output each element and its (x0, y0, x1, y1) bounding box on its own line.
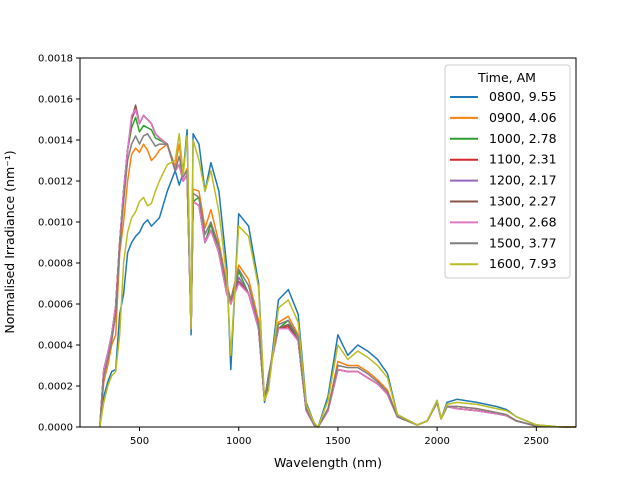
y-tick-label: 0.0010 (38, 218, 73, 229)
x-tick-label: 2500 (524, 436, 549, 447)
y-tick-label: 0.0008 (38, 259, 73, 270)
legend-entry: 1200, 2.17 (489, 173, 557, 188)
x-axis-ticks: 500 1000 1500 2000 2500 (130, 427, 549, 447)
legend-entry: 1100, 2.31 (489, 152, 557, 167)
y-tick-label: 0.0000 (38, 423, 73, 434)
y-tick-label: 0.0014 (38, 136, 73, 147)
y-tick-label: 0.0016 (38, 95, 73, 106)
y-tick-label: 0.0018 (38, 54, 73, 65)
y-tick-label: 0.0012 (38, 177, 73, 188)
series-line-1600 (99, 133, 577, 428)
legend-entry: 0800, 9.55 (489, 89, 557, 104)
legend: Time, AM 0800, 9.55 0900, 4.06 1000, 2.78 1… (444, 64, 571, 279)
axes-frame (79, 57, 577, 428)
x-tick-label: 500 (130, 436, 149, 447)
x-tick-label: 1500 (325, 436, 350, 447)
legend-entry: 0900, 4.06 (489, 110, 557, 125)
series-lines (99, 104, 577, 428)
y-tick-label: 0.0006 (38, 300, 73, 311)
legend-title: Time, AM (477, 70, 536, 85)
legend-entry: 1400, 2.68 (489, 214, 557, 229)
legend-entry: 1000, 2.78 (489, 131, 557, 146)
legend-entry: 1600, 7.93 (489, 256, 557, 271)
legend-entry: 1300, 2.27 (489, 194, 557, 209)
x-tick-label: 1000 (226, 436, 251, 447)
y-axis-ticks: 0.0000 0.0002 0.0004 0.0006 0.0008 0.0010 0.00… (38, 54, 80, 434)
y-tick-label: 0.0002 (38, 382, 73, 393)
x-tick-label: 2000 (424, 436, 449, 447)
y-tick-label: 0.0004 (38, 341, 73, 352)
legend-entry: 1500, 3.77 (489, 235, 557, 250)
x-axis-label: Wavelength (nm) (274, 455, 382, 470)
y-axis-label: Normalised Irradiance (nm⁻¹) (2, 150, 17, 333)
